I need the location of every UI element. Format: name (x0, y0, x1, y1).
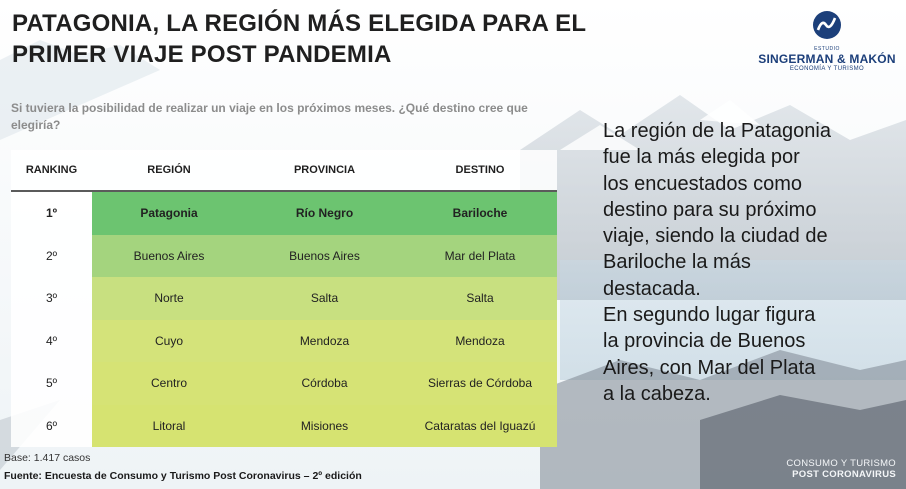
footer-brand: CONSUMO Y TURISMO POST CORONAVIRUS (786, 458, 896, 480)
rank-cell: 4º (11, 319, 92, 362)
table-row: 6º Litoral Misiones Cataratas del Iguazú (11, 404, 557, 447)
region-cell: Litoral (92, 404, 246, 447)
provincia-cell: Buenos Aires (246, 234, 403, 277)
logo-name: SINGERMAN & MAKÓN (758, 52, 896, 66)
data-source: Fuente: Encuesta de Consumo y Turismo Po… (4, 470, 362, 482)
rank-cell: 5º (11, 362, 92, 405)
sample-base: Base: 1.417 casos (4, 452, 91, 464)
summary-line: destino para su próximo (603, 198, 817, 221)
destino-cell: Mar del Plata (403, 234, 557, 277)
table-row: 4º Cuyo Mendoza Mendoza (11, 319, 557, 362)
summary-line: Aires, con Mar del Plata (603, 356, 816, 379)
provincia-cell: Córdoba (246, 362, 403, 405)
title-line-1: PATAGONIA, LA REGIÓN MÁS ELEGIDA PARA EL (12, 10, 587, 37)
region-cell: Patagonia (92, 191, 246, 235)
ranking-table: RANKING REGIÓN PROVINCIA DESTINO 1º Pata… (11, 150, 557, 447)
header-destino: DESTINO (403, 150, 557, 192)
region-cell: Norte (92, 277, 246, 320)
title-line-2: PRIMER VIAJE POST PANDEMIA (12, 41, 392, 68)
rank-cell: 3º (11, 277, 92, 320)
header-provincia: PROVINCIA (246, 150, 403, 192)
company-logo: ESTUDIO SINGERMAN & MAKÓN ECONOMÍA Y TUR… (757, 10, 897, 72)
destino-cell: Salta (403, 277, 557, 320)
summary-line: los encuestados como (603, 172, 803, 195)
destino-cell: Sierras de Córdoba (403, 362, 557, 405)
destino-cell: Bariloche (403, 191, 557, 235)
summary-line: a la cabeza. (603, 382, 711, 405)
region-cell: Centro (92, 362, 246, 405)
summary-line: fue la más elegida por (603, 146, 800, 169)
region-cell: Buenos Aires (92, 234, 246, 277)
logo-subtitle: ECONOMÍA Y TURISMO (789, 66, 865, 72)
rank-cell: 1º (11, 191, 92, 235)
logo-small-text: ESTUDIO (814, 46, 840, 52)
rank-cell: 2º (11, 234, 92, 277)
destino-cell: Cataratas del Iguazú (403, 404, 557, 447)
summary-line: destacada. (603, 277, 701, 300)
provincia-cell: Misiones (246, 404, 403, 447)
page-title: PATAGONIA, LA REGIÓN MÁS ELEGIDA PARA EL… (12, 8, 586, 70)
table-header-row: RANKING REGIÓN PROVINCIA DESTINO (11, 150, 557, 192)
footer-line-2: POST CORONAVIRUS (792, 469, 896, 480)
provincia-cell: Mendoza (246, 319, 403, 362)
summary-text: La región de la Patagonia fue la más ele… (603, 118, 893, 407)
survey-question: Si tuviera la posibilidad de realizar un… (11, 101, 528, 132)
header-ranking: RANKING (11, 150, 92, 192)
table-row: 5º Centro Córdoba Sierras de Córdoba (11, 362, 557, 405)
footer-line-1: CONSUMO Y TURISMO (786, 458, 896, 469)
summary-line: La región de la Patagonia (603, 120, 831, 142)
summary-line: la provincia de Buenos (603, 330, 806, 353)
destino-cell: Mendoza (403, 319, 557, 362)
rank-cell: 6º (11, 404, 92, 447)
provincia-cell: Salta (246, 277, 403, 320)
provincia-cell: Río Negro (246, 191, 403, 235)
table-row: 2º Buenos Aires Buenos Aires Mar del Pla… (11, 234, 557, 277)
header-region: REGIÓN (92, 150, 246, 192)
table-row: 1º Patagonia Río Negro Bariloche (11, 191, 557, 235)
table-row: 3º Norte Salta Salta (11, 277, 557, 320)
summary-line: viaje, siendo la ciudad de (603, 225, 828, 248)
region-cell: Cuyo (92, 319, 246, 362)
summary-line: En segundo lugar figura (603, 304, 816, 327)
sm-logo-icon (813, 11, 841, 39)
summary-line: Bariloche la más (603, 251, 751, 274)
